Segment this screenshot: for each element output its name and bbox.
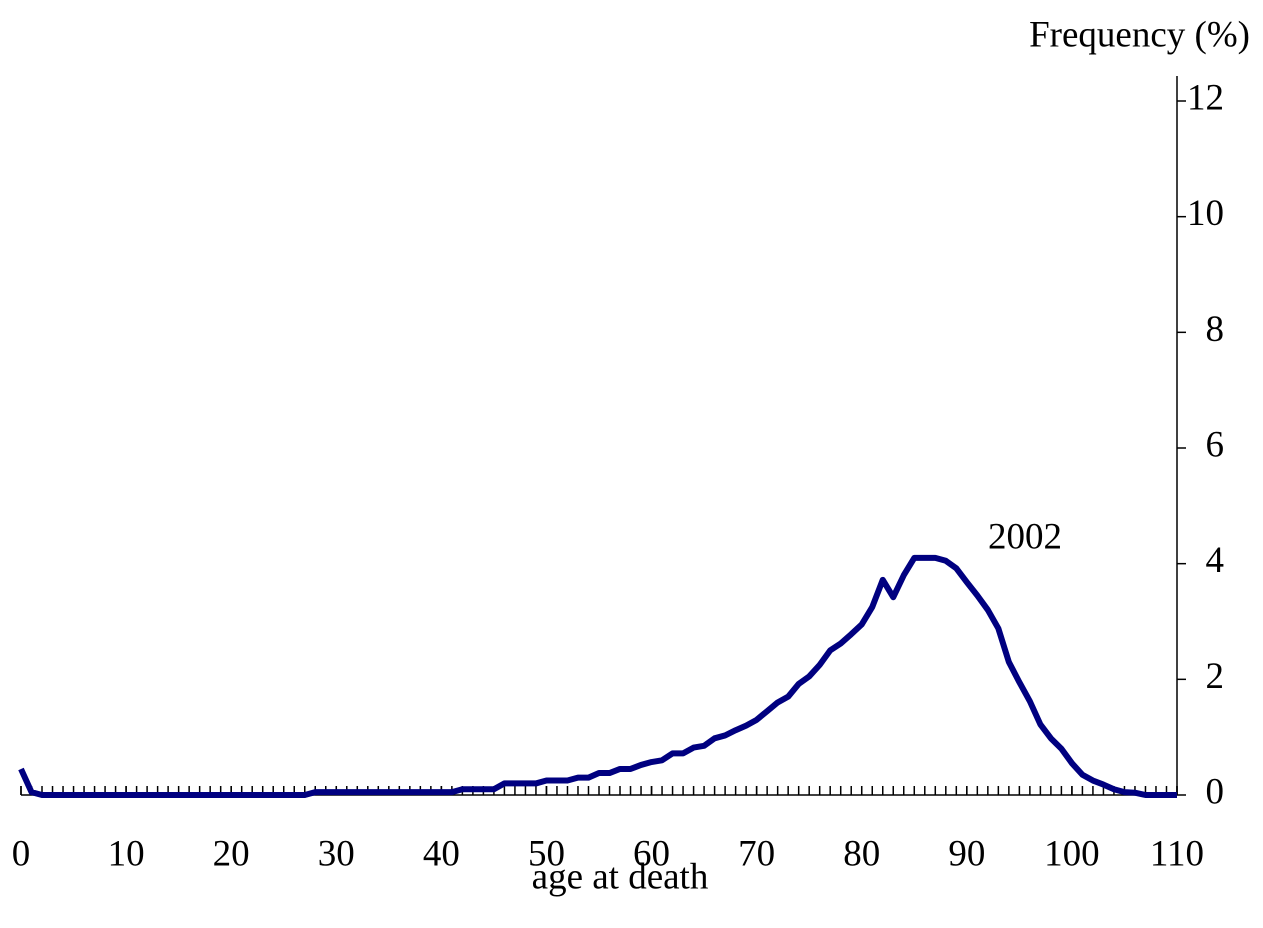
- y-tick-label: 6: [1206, 424, 1225, 465]
- x-tick-label: 20: [213, 833, 250, 874]
- y-tick-label: 8: [1206, 309, 1225, 350]
- x-tick-label: 100: [1044, 833, 1100, 874]
- y-tick-label: 4: [1206, 540, 1225, 581]
- x-tick-label: 30: [318, 833, 355, 874]
- annotation: 2002: [988, 516, 1062, 557]
- y-tick-label: 2: [1206, 656, 1225, 697]
- data-line: [18, 554, 1177, 798]
- x-axis-label: age at death: [532, 856, 709, 897]
- x-tick-label: 10: [108, 833, 145, 874]
- y-tick-label: 12: [1187, 77, 1224, 118]
- x-tick-label: 80: [843, 833, 880, 874]
- x-tick-label: 70: [738, 833, 775, 874]
- x-tick-label: 90: [948, 833, 985, 874]
- x-tick-label: 40: [423, 833, 460, 874]
- y-tick-label: 10: [1187, 193, 1224, 234]
- y-axis-label: Frequency (%): [1029, 14, 1250, 55]
- y-tick-label: 0: [1206, 771, 1225, 812]
- x-tick-label: 50: [528, 833, 565, 874]
- x-tick-label: 110: [1150, 833, 1204, 874]
- x-tick-label: 0: [12, 833, 31, 874]
- x-tick-label: 60: [633, 833, 670, 874]
